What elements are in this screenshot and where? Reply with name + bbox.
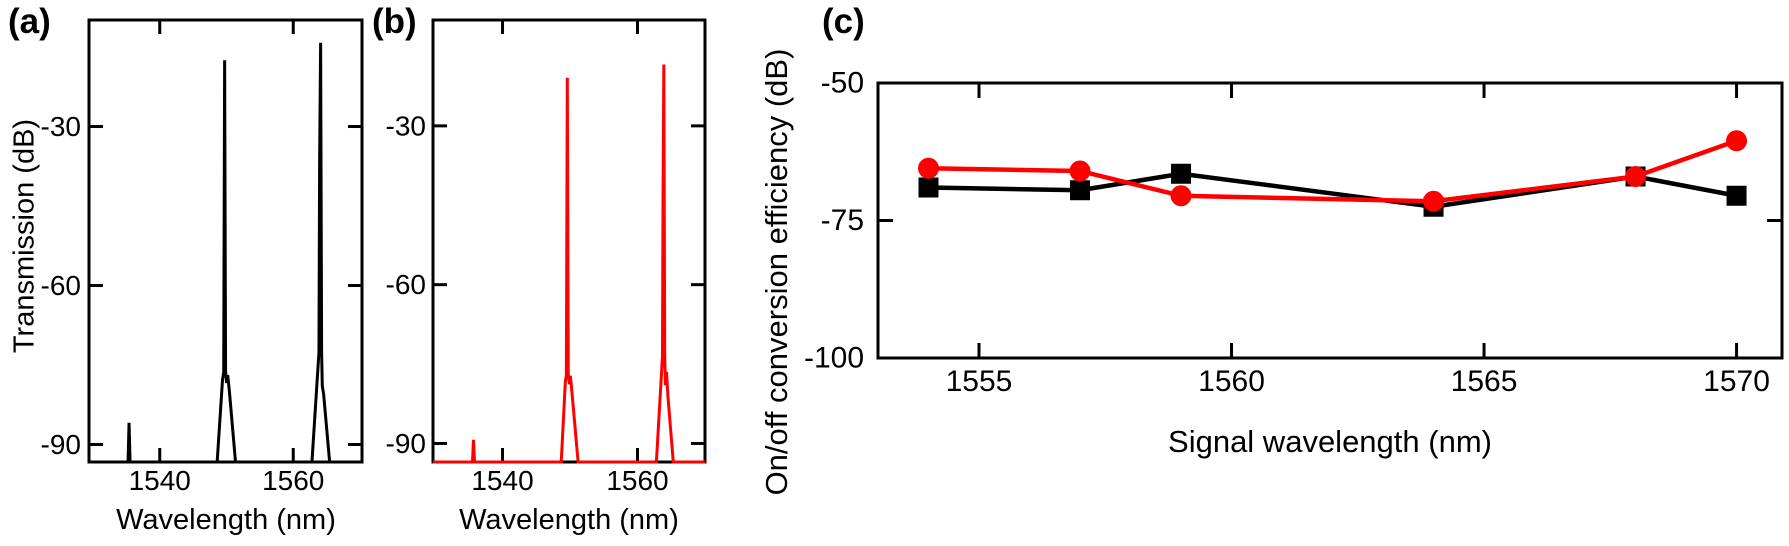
x-tick-label: 1560 [606, 465, 668, 496]
data-point-square [918, 177, 939, 198]
chart-panel-a: 1540 1560 -30 -60 -90 [41, 18, 364, 496]
y-tick-label: -30 [41, 111, 81, 142]
data-point-circle [1170, 185, 1192, 207]
panel-label-b: (b) [372, 2, 417, 41]
x-tick-label: 1555 [946, 365, 1013, 398]
data-point-circle [1726, 130, 1748, 152]
y-tick-label: -50 [821, 67, 864, 100]
x-tick-label: 1570 [1703, 365, 1770, 398]
y-tick-label: -90 [41, 429, 81, 460]
data-point-square [1726, 185, 1747, 206]
transmission-spectrum-black-line [89, 42, 362, 464]
chart-panel-c: 1555 1560 1565 1570 -50 -75 -100 [804, 67, 1784, 398]
x-tick-label: 1560 [262, 465, 324, 496]
axis-title-signal-wavelength: Signal wavelength (nm) [1168, 424, 1492, 459]
y-tick-label: -75 [821, 204, 864, 237]
data-point-circle [1069, 160, 1091, 182]
transmission-spectrum-red-line [433, 64, 705, 464]
y-tick-label: -30 [386, 110, 426, 141]
conversion-efficiency-black-squares-line [928, 171, 1737, 210]
axis-title-wavelength-b: Wavelength (nm) [459, 504, 679, 536]
axis-title-wavelength-a: Wavelength (nm) [116, 504, 336, 536]
plot-frame-a [87, 18, 364, 464]
chart-panel-b: 1540 1560 -30 -60 -90 [386, 18, 707, 496]
data-point-circle [1625, 166, 1647, 187]
x-tick-label: 1540 [471, 465, 533, 496]
x-tick-label: 1540 [129, 465, 191, 496]
x-tick-label: 1560 [1198, 365, 1265, 398]
axis-title-conversion-efficiency: On/off conversion efficiency (dB) [759, 48, 794, 496]
axis-title-transmission: Transmission (dB) [8, 118, 41, 354]
panel-label-c: (c) [822, 2, 865, 41]
x-tick-label: 1565 [1451, 365, 1518, 398]
y-tick-label: -100 [804, 342, 864, 375]
data-point-circle [1423, 190, 1445, 212]
plot-frame-c [876, 81, 1784, 360]
data-point-circle [918, 157, 940, 179]
plot-frame-b [431, 18, 707, 464]
data-point-square [1070, 180, 1091, 201]
data-point-square [1171, 163, 1192, 184]
y-tick-label: -90 [386, 428, 426, 459]
y-tick-label: -60 [386, 269, 426, 300]
conversion-efficiency-red-circles-line [928, 138, 1738, 204]
y-tick-label: -60 [41, 270, 81, 301]
panel-label-a: (a) [8, 2, 51, 41]
